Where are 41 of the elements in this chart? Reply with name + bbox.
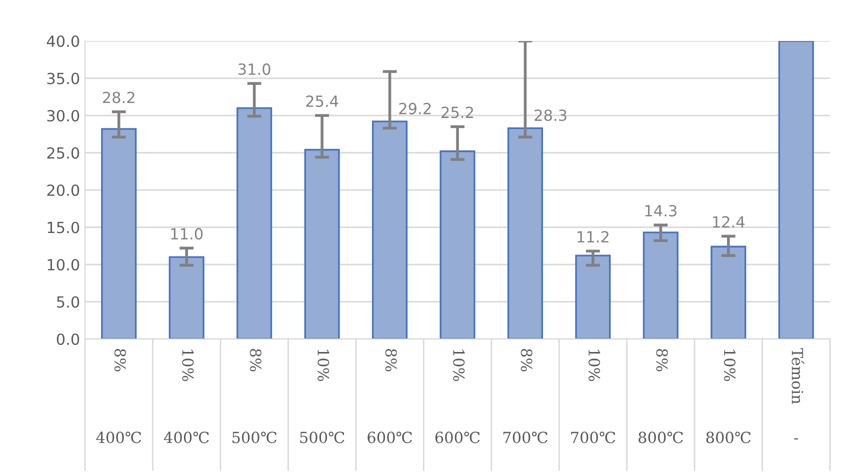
bar	[575, 254, 611, 339]
bar	[372, 120, 408, 339]
bar	[101, 128, 137, 339]
category-label: Témoin -	[792, 348, 804, 440]
bar	[236, 107, 272, 339]
data-label: 11.0	[171, 228, 203, 240]
data-label: 28.3	[534, 109, 566, 122]
y-tick-label: 40.0	[46, 35, 80, 48]
category-label: 10% 600℃	[435, 350, 480, 444]
category-label: 8% 400℃	[96, 348, 142, 444]
category-label: 10% 800℃	[706, 350, 751, 444]
category-label: 10% 500℃	[300, 350, 344, 444]
data-label: 14.3	[645, 204, 676, 216]
data-label: 25.4	[306, 95, 338, 107]
category-label: 10% 400℃	[164, 350, 209, 444]
category-label: 10% 700℃	[571, 350, 616, 444]
data-label: 12.4	[713, 216, 745, 228]
y-tick-label: 0.0	[56, 333, 80, 346]
category-label: 8% 700℃	[503, 348, 548, 444]
data-label: 31.0	[238, 63, 270, 75]
data-label: 28.2	[102, 92, 134, 104]
category-label: 8% 600℃	[368, 348, 412, 444]
y-tick-label: 25.0	[47, 147, 80, 159]
bar	[778, 41, 814, 339]
bar	[507, 127, 543, 339]
bar	[710, 246, 746, 339]
bar	[440, 150, 476, 339]
bar	[304, 148, 340, 339]
y-tick-label: 35.0	[47, 72, 80, 84]
y-tick-label: 5.0	[57, 296, 80, 308]
bar	[642, 232, 678, 339]
y-tick-label: 20.0	[47, 184, 80, 196]
y-tick-label: 10.0	[48, 258, 80, 271]
bar	[168, 256, 204, 339]
category-label: 8% 500℃	[232, 348, 277, 444]
data-label: 25.2	[442, 106, 473, 118]
y-tick-label: 15.0	[48, 222, 80, 234]
data-label: 29.2	[399, 102, 431, 114]
y-tick-label: 30.0	[47, 110, 80, 122]
data-label: 11.2	[578, 231, 608, 242]
category-label: 8% 800℃	[638, 348, 683, 444]
